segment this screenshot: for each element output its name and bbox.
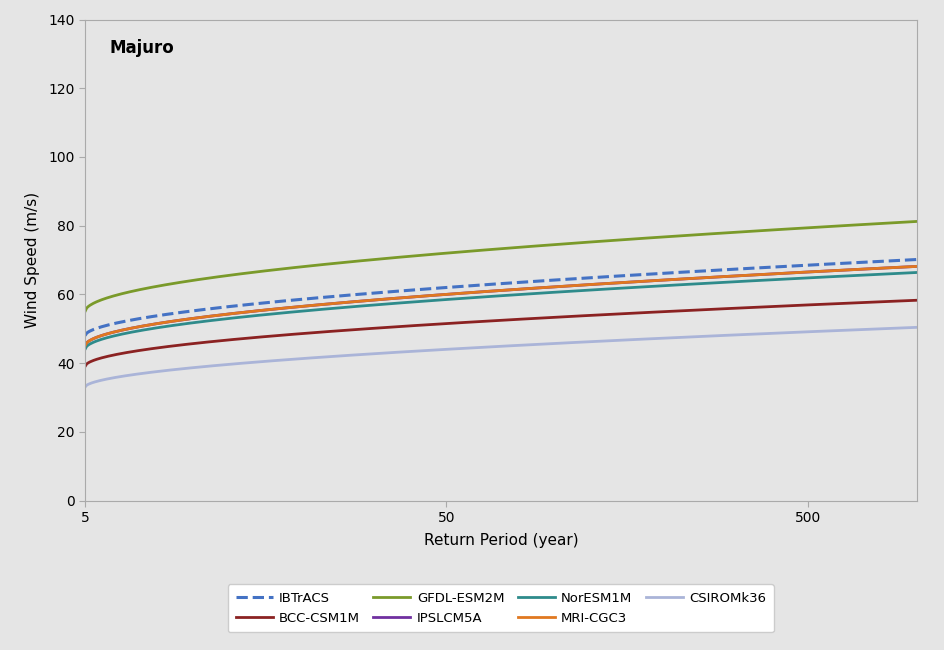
Text: Majuro: Majuro xyxy=(110,39,175,57)
X-axis label: Return Period (year): Return Period (year) xyxy=(423,533,578,548)
Legend: IBTrACS, BCC-CSM1M, GFDL-ESM2M, IPSLCM5A, NorESM1M, MRI-CGC3, CSIROMk36, : IBTrACS, BCC-CSM1M, GFDL-ESM2M, IPSLCM5A… xyxy=(228,584,773,632)
Y-axis label: Wind Speed (m/s): Wind Speed (m/s) xyxy=(25,192,40,328)
